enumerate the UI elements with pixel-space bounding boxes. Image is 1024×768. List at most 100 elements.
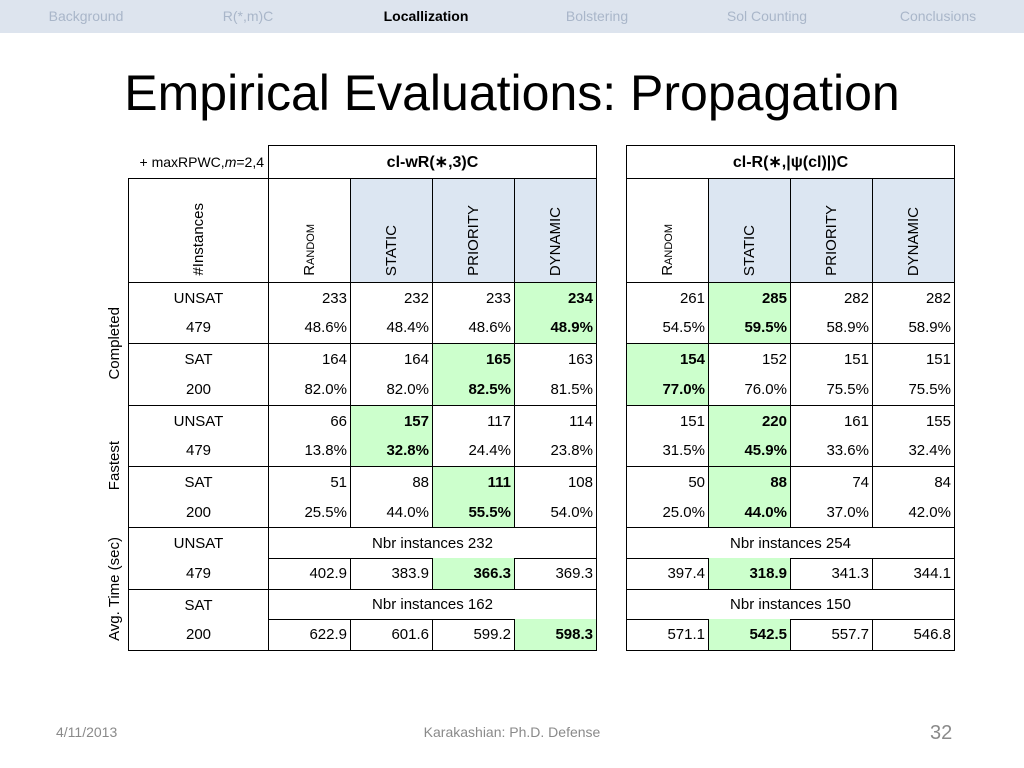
row-label: 200: [128, 374, 269, 406]
data-cell: 232: [350, 282, 433, 314]
data-cell: 114: [514, 404, 597, 437]
span-cell: Nbr instances 254: [626, 527, 955, 560]
data-cell: 82.5%: [432, 374, 515, 406]
data-cell: 108: [514, 466, 597, 498]
data-cell: 58.9%: [790, 312, 873, 345]
data-cell: 157: [350, 404, 433, 437]
data-cell: 164: [268, 343, 351, 375]
data-cell: 32.4%: [872, 435, 955, 467]
data-cell: 55.5%: [432, 496, 515, 529]
nav-item[interactable]: Sol Counting: [726, 8, 808, 24]
data-cell: 220: [708, 404, 791, 437]
data-cell: 344.1: [872, 558, 955, 590]
column-header: PRIORITY: [790, 178, 873, 283]
data-cell: 13.8%: [268, 435, 351, 467]
row-label: 200: [128, 496, 269, 529]
column-header-text: STATIC: [383, 224, 400, 276]
corner-var: m: [224, 153, 237, 170]
data-cell: 282: [790, 282, 873, 314]
data-cell: 369.3: [514, 558, 597, 590]
column-header-text: STATIC: [741, 224, 758, 276]
data-cell: 48.4%: [350, 312, 433, 345]
data-cell: 117: [432, 404, 515, 437]
data-cell: 111: [432, 466, 515, 498]
section-label: Completed: [100, 282, 128, 405]
data-cell: 74: [790, 466, 873, 498]
data-cell: 54.5%: [626, 312, 709, 345]
data-cell: 45.9%: [708, 435, 791, 467]
column-header-text: PRIORITY: [823, 205, 840, 276]
corner-cell: + maxRPWC, m =2,4: [100, 145, 268, 178]
data-cell: 402.9: [268, 558, 351, 590]
data-cell: 58.9%: [872, 312, 955, 345]
data-cell: 48.9%: [514, 312, 597, 345]
data-cell: 48.6%: [268, 312, 351, 345]
data-cell: 163: [514, 343, 597, 375]
data-cell: 599.2: [432, 619, 515, 652]
data-cell: 233: [268, 282, 351, 314]
data-cell: 164: [350, 343, 433, 375]
data-cell: 88: [708, 466, 791, 498]
data-cell: 571.1: [626, 619, 709, 652]
data-cell: 366.3: [432, 558, 515, 590]
footer-date: 4/11/2013: [56, 724, 118, 740]
corner-text: + maxRPWC,: [139, 153, 225, 170]
nav-item[interactable]: Background: [48, 8, 124, 24]
group-title: cl-R(∗,|ψ(cl)|)C: [626, 145, 955, 179]
data-cell: 24.4%: [432, 435, 515, 467]
corner-text: =2,4: [236, 153, 264, 170]
nav-item[interactable]: Conclusions: [899, 8, 977, 24]
data-cell: 50: [626, 466, 709, 498]
row-label: 479: [128, 312, 269, 345]
data-cell: 81.5%: [514, 374, 597, 406]
column-header: Random: [268, 178, 351, 283]
data-cell: 51: [268, 466, 351, 498]
data-cell: 598.3: [514, 619, 597, 652]
span-cell: Nbr instances 150: [626, 588, 955, 621]
column-header-text: PRIORITY: [465, 205, 482, 276]
span-cell: Nbr instances 232: [268, 527, 597, 560]
row-label: UNSAT: [128, 527, 269, 560]
data-cell: 84: [872, 466, 955, 498]
data-cell: 151: [626, 404, 709, 437]
column-header: STATIC: [708, 178, 791, 283]
page-number: 32: [930, 722, 953, 744]
data-cell: 261: [626, 282, 709, 314]
nav-item[interactable]: Bolstering: [565, 8, 629, 24]
data-cell: 601.6: [350, 619, 433, 652]
data-cell: 42.0%: [872, 496, 955, 529]
data-cell: 75.5%: [790, 374, 873, 406]
data-cell: 151: [790, 343, 873, 375]
nav-item[interactable]: R(*,m)C: [222, 8, 274, 24]
row-header-text: #Instances: [190, 203, 207, 276]
section-label: Fastest: [100, 405, 128, 528]
data-cell: 44.0%: [350, 496, 433, 529]
data-cell: 152: [708, 343, 791, 375]
nav-item[interactable]: Locallization: [383, 8, 469, 24]
section-label: Avg. Time (sec): [100, 527, 128, 650]
data-cell: 82.0%: [350, 374, 433, 406]
data-cell: 44.0%: [708, 496, 791, 529]
column-header-text: Random: [301, 224, 318, 276]
data-cell: 622.9: [268, 619, 351, 652]
row-label: UNSAT: [128, 282, 269, 314]
data-cell: 318.9: [708, 558, 791, 590]
column-header: DYNAMIC: [872, 178, 955, 283]
section-label-text: Completed: [105, 307, 123, 380]
data-cell: 161: [790, 404, 873, 437]
data-cell: 285: [708, 282, 791, 314]
column-header-text: DYNAMIC: [905, 206, 922, 276]
data-cell: 397.4: [626, 558, 709, 590]
data-cell: 31.5%: [626, 435, 709, 467]
data-cell: 234: [514, 282, 597, 314]
row-label: SAT: [128, 466, 269, 498]
row-header: #Instances: [128, 178, 269, 283]
data-cell: 282: [872, 282, 955, 314]
data-cell: 54.0%: [514, 496, 597, 529]
data-cell: 165: [432, 343, 515, 375]
column-header: DYNAMIC: [514, 178, 597, 283]
data-cell: 542.5: [708, 619, 791, 652]
data-cell: 82.0%: [268, 374, 351, 406]
row-label: UNSAT: [128, 404, 269, 437]
